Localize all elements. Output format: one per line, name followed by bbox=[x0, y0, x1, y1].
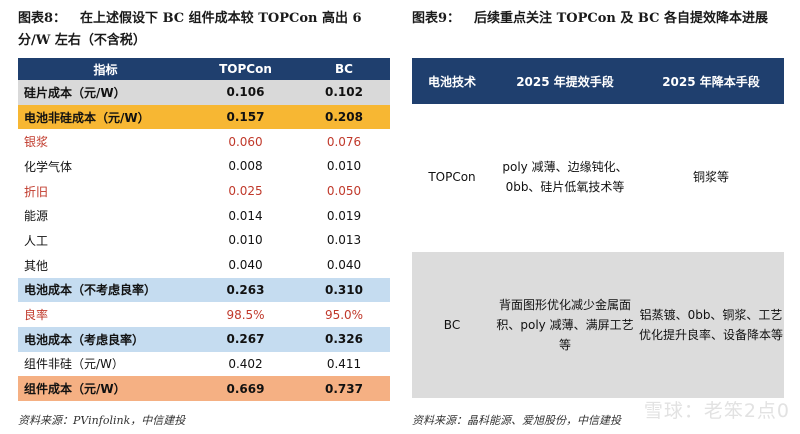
topcon-value: 0.106 bbox=[193, 80, 298, 105]
table-row: 硅片成本（元/W） 0.106 0.102 bbox=[18, 80, 390, 105]
table-row: 其他 0.040 0.040 bbox=[18, 253, 390, 278]
cost-cell: 铜浆等 bbox=[638, 104, 784, 250]
cost-comparison-table: 指标 TOPCon BC 硅片成本（元/W） 0.106 0.102 电池非硅成本（元… bbox=[18, 58, 390, 401]
topcon-value: 98.5% bbox=[226, 307, 265, 322]
bc-value: 0.019 bbox=[326, 208, 362, 223]
row-label: 折旧 bbox=[24, 184, 49, 199]
figure-8-caption: 在上述假设下 BC 组件成本较 TOPCon 高出 6 分/W 左右（不含税） bbox=[18, 11, 362, 48]
topcon-value: 0.060 bbox=[228, 134, 263, 149]
row-label: 硅片成本（元/W） bbox=[18, 80, 193, 105]
header-topcon: TOPCon bbox=[193, 58, 298, 80]
topcon-value: 0.010 bbox=[228, 233, 263, 248]
roadmap-table-header: 电池技术 2025 年提效手段 2025 年降本手段 bbox=[412, 58, 784, 104]
row-label: 电池成本（不考虑良率） bbox=[18, 277, 193, 303]
figure-8-title: 图表8： 在上述假设下 BC 组件成本较 TOPCon 高出 6 分/W 左右（不… bbox=[18, 8, 398, 52]
table-row: 人工 0.010 0.013 bbox=[18, 228, 390, 253]
figure-9-source: 资料来源：晶科能源、爱旭股份，中信建投 bbox=[412, 414, 621, 427]
figure-9-caption: 后续重点关注 TOPCon 及 BC 各自提效降本进展 bbox=[474, 11, 768, 26]
table-row: 银浆 0.060 0.076 bbox=[18, 129, 390, 154]
topcon-value: 0.014 bbox=[228, 208, 263, 223]
figure-8-number: 图表8： bbox=[18, 11, 67, 26]
bc-value: 0.737 bbox=[298, 376, 390, 401]
table-row: 组件非硅（元/W） 0.402 0.411 bbox=[18, 352, 390, 377]
header-indicator: 指标 bbox=[18, 58, 193, 80]
bc-value: 0.310 bbox=[298, 277, 390, 303]
topcon-value: 0.267 bbox=[193, 326, 298, 352]
watermark: 雪球：老笨2点0 bbox=[643, 400, 790, 422]
bc-value: 0.326 bbox=[298, 326, 390, 352]
cost-table-header: 指标 TOPCon BC bbox=[18, 58, 390, 80]
row-label: 化学气体 bbox=[24, 159, 73, 174]
efficiency-cell: poly 减薄、边缘钝化、0bb、硅片低氧技术等 bbox=[492, 104, 638, 250]
figure-9-number: 图表9： bbox=[412, 11, 461, 26]
header-cost-reduction: 2025 年降本手段 bbox=[638, 58, 784, 104]
row-label: 其他 bbox=[24, 258, 49, 273]
figure-8-source: 资料来源：PVinfolink，中信建投 bbox=[18, 414, 186, 427]
row-label: 电池非硅成本（元/W） bbox=[18, 104, 193, 130]
table-row: 化学气体 0.008 0.010 bbox=[18, 154, 390, 179]
topcon-value: 0.040 bbox=[228, 258, 263, 273]
bc-value: 0.411 bbox=[326, 356, 362, 371]
header-efficiency: 2025 年提效手段 bbox=[492, 58, 638, 104]
row-label: 银浆 bbox=[24, 135, 49, 150]
tech-cell: BC bbox=[412, 252, 492, 398]
table-row: 组件成本（元/W） 0.669 0.737 bbox=[18, 376, 390, 401]
topcon-value: 0.669 bbox=[193, 376, 298, 401]
efficiency-cell: 背面图形优化减少金属面积、poly 减薄、满屏工艺等 bbox=[492, 252, 638, 398]
row-label: 组件成本（元/W） bbox=[18, 376, 193, 401]
bc-value: 0.208 bbox=[298, 104, 390, 130]
table-row: BC 背面图形优化减少金属面积、poly 减薄、满屏工艺等 铝蒸镀、0bb、铜浆… bbox=[412, 252, 784, 398]
topcon-value: 0.008 bbox=[228, 159, 263, 174]
topcon-value: 0.402 bbox=[228, 356, 263, 371]
tech-roadmap-table: 电池技术 2025 年提效手段 2025 年降本手段 TOPCon poly 减… bbox=[412, 58, 784, 398]
header-bc: BC bbox=[298, 58, 390, 80]
row-label: 组件非硅（元/W） bbox=[24, 357, 124, 372]
bc-value: 0.102 bbox=[298, 80, 390, 105]
row-separator bbox=[412, 250, 784, 252]
row-label: 良率 bbox=[24, 308, 49, 323]
tech-cell: TOPCon bbox=[412, 104, 492, 250]
row-label: 人工 bbox=[24, 233, 49, 248]
table-row: 折旧 0.025 0.050 bbox=[18, 179, 390, 204]
table-row: 电池成本（不考虑良率） 0.263 0.310 bbox=[18, 277, 390, 303]
topcon-value: 0.025 bbox=[228, 184, 263, 199]
cost-cell: 铝蒸镀、0bb、铜浆、工艺优化提升良率、设备降本等 bbox=[638, 252, 784, 398]
row-label: 电池成本（考虑良率） bbox=[18, 326, 193, 352]
row-label: 能源 bbox=[24, 209, 49, 224]
bc-value: 0.040 bbox=[326, 258, 362, 273]
bc-value: 0.013 bbox=[326, 233, 362, 248]
table-row: 电池非硅成本（元/W） 0.157 0.208 bbox=[18, 104, 390, 130]
table-row: 良率 98.5% 95.0% bbox=[18, 302, 390, 327]
topcon-value: 0.157 bbox=[193, 104, 298, 130]
topcon-value: 0.263 bbox=[193, 277, 298, 303]
bc-value: 95.0% bbox=[324, 307, 364, 322]
table-row: 能源 0.014 0.019 bbox=[18, 203, 390, 228]
table-row: 电池成本（考虑良率） 0.267 0.326 bbox=[18, 326, 390, 352]
bc-value: 0.010 bbox=[326, 159, 362, 174]
table-row: TOPCon poly 减薄、边缘钝化、0bb、硅片低氧技术等 铜浆等 bbox=[412, 104, 784, 250]
figure-9-title: 图表9： 后续重点关注 TOPCon 及 BC 各自提效降本进展 bbox=[412, 8, 797, 30]
bc-value: 0.050 bbox=[326, 184, 362, 199]
header-tech: 电池技术 bbox=[412, 58, 492, 104]
bc-value: 0.076 bbox=[326, 134, 362, 149]
